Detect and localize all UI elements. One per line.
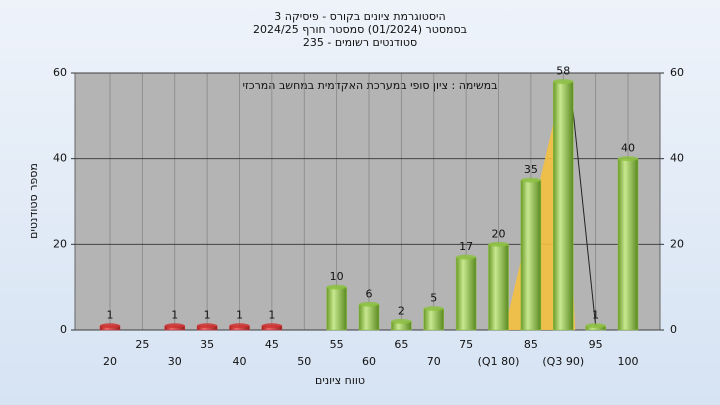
x-tick-label: 60	[362, 355, 376, 368]
y2-tick-label: 20	[670, 237, 684, 250]
x-tick-label: (Q1 80)	[478, 355, 520, 368]
bar-cap	[164, 323, 185, 329]
x-tick-label: 100	[618, 355, 639, 368]
bar-cap	[618, 156, 638, 162]
data-label: 1	[171, 309, 178, 322]
bar	[617, 158, 639, 331]
bar-cap	[261, 323, 282, 329]
bar-cap	[423, 306, 444, 312]
bar-cap	[391, 318, 412, 324]
x-axis-label: טווח ציונים	[315, 374, 365, 387]
data-label: 58	[556, 65, 570, 78]
x-tick-label: 75	[459, 338, 473, 351]
bar-cap	[197, 323, 218, 329]
bar	[358, 304, 380, 331]
bar-cap	[229, 323, 250, 329]
data-label: 1	[236, 309, 243, 322]
x-tick-label: 25	[135, 338, 149, 351]
bar-cap	[456, 254, 477, 260]
bar	[423, 308, 444, 331]
x-tick-label: 35	[200, 338, 214, 351]
bar-cap	[100, 323, 120, 329]
data-label: 1	[204, 309, 211, 322]
x-tick-label: 70	[427, 355, 441, 368]
chart-subtitle: סטודנטים רשומים - 235	[303, 36, 417, 49]
chart-title: היסטוגרמת ציונים בקורס - פיסיקה 3	[274, 10, 445, 23]
x-tick-label: 50	[297, 355, 311, 368]
data-label: 20	[492, 227, 506, 240]
data-label: 40	[621, 142, 635, 155]
y-axis-label: מספר סטודנטים	[27, 163, 40, 239]
bar-cap	[359, 301, 379, 307]
x-tick-label: 30	[168, 355, 182, 368]
bar	[488, 244, 509, 331]
bar-cap	[585, 323, 606, 329]
data-label: 10	[330, 270, 344, 283]
bar	[553, 81, 574, 331]
y-tick-label: 40	[53, 152, 67, 165]
y-tick-label: 0	[60, 323, 67, 336]
x-tick-label: (Q3 90)	[542, 355, 584, 368]
x-tick-label: 95	[589, 338, 603, 351]
data-label: 17	[459, 240, 473, 253]
bar-cap	[326, 284, 347, 290]
bar-cap	[488, 241, 509, 247]
annotation: במשימה : ציון סופי במערכת האקדמית במחשב …	[243, 79, 498, 92]
bar	[455, 256, 477, 331]
data-label: 35	[524, 163, 538, 176]
x-tick-label: 65	[394, 338, 408, 351]
data-label: 5	[430, 292, 437, 305]
bar-cap	[553, 79, 574, 85]
y2-tick-label: 0	[670, 323, 677, 336]
connector-line	[570, 93, 597, 326]
data-label: 1	[107, 309, 114, 322]
x-tick-label: 40	[233, 355, 247, 368]
x-tick-label: 45	[265, 338, 279, 351]
x-tick-label: 85	[524, 338, 538, 351]
x-tick-label: 20	[103, 355, 117, 368]
data-label: 2	[398, 304, 405, 317]
y-tick-label: 20	[53, 237, 67, 250]
data-label: 6	[366, 287, 373, 300]
y-tick-label: 60	[53, 66, 67, 79]
chart-subtitle: בסמסטר (01/2024) סמסטר חורף 2024/25	[253, 23, 467, 36]
y2-tick-label: 60	[670, 66, 684, 79]
data-label: 1	[268, 309, 275, 322]
x-tick-label: 55	[330, 338, 344, 351]
bar	[520, 179, 542, 331]
data-label: 1	[592, 309, 599, 322]
y2-tick-label: 40	[670, 152, 684, 165]
bar-cap	[520, 177, 541, 183]
bar	[326, 286, 347, 331]
